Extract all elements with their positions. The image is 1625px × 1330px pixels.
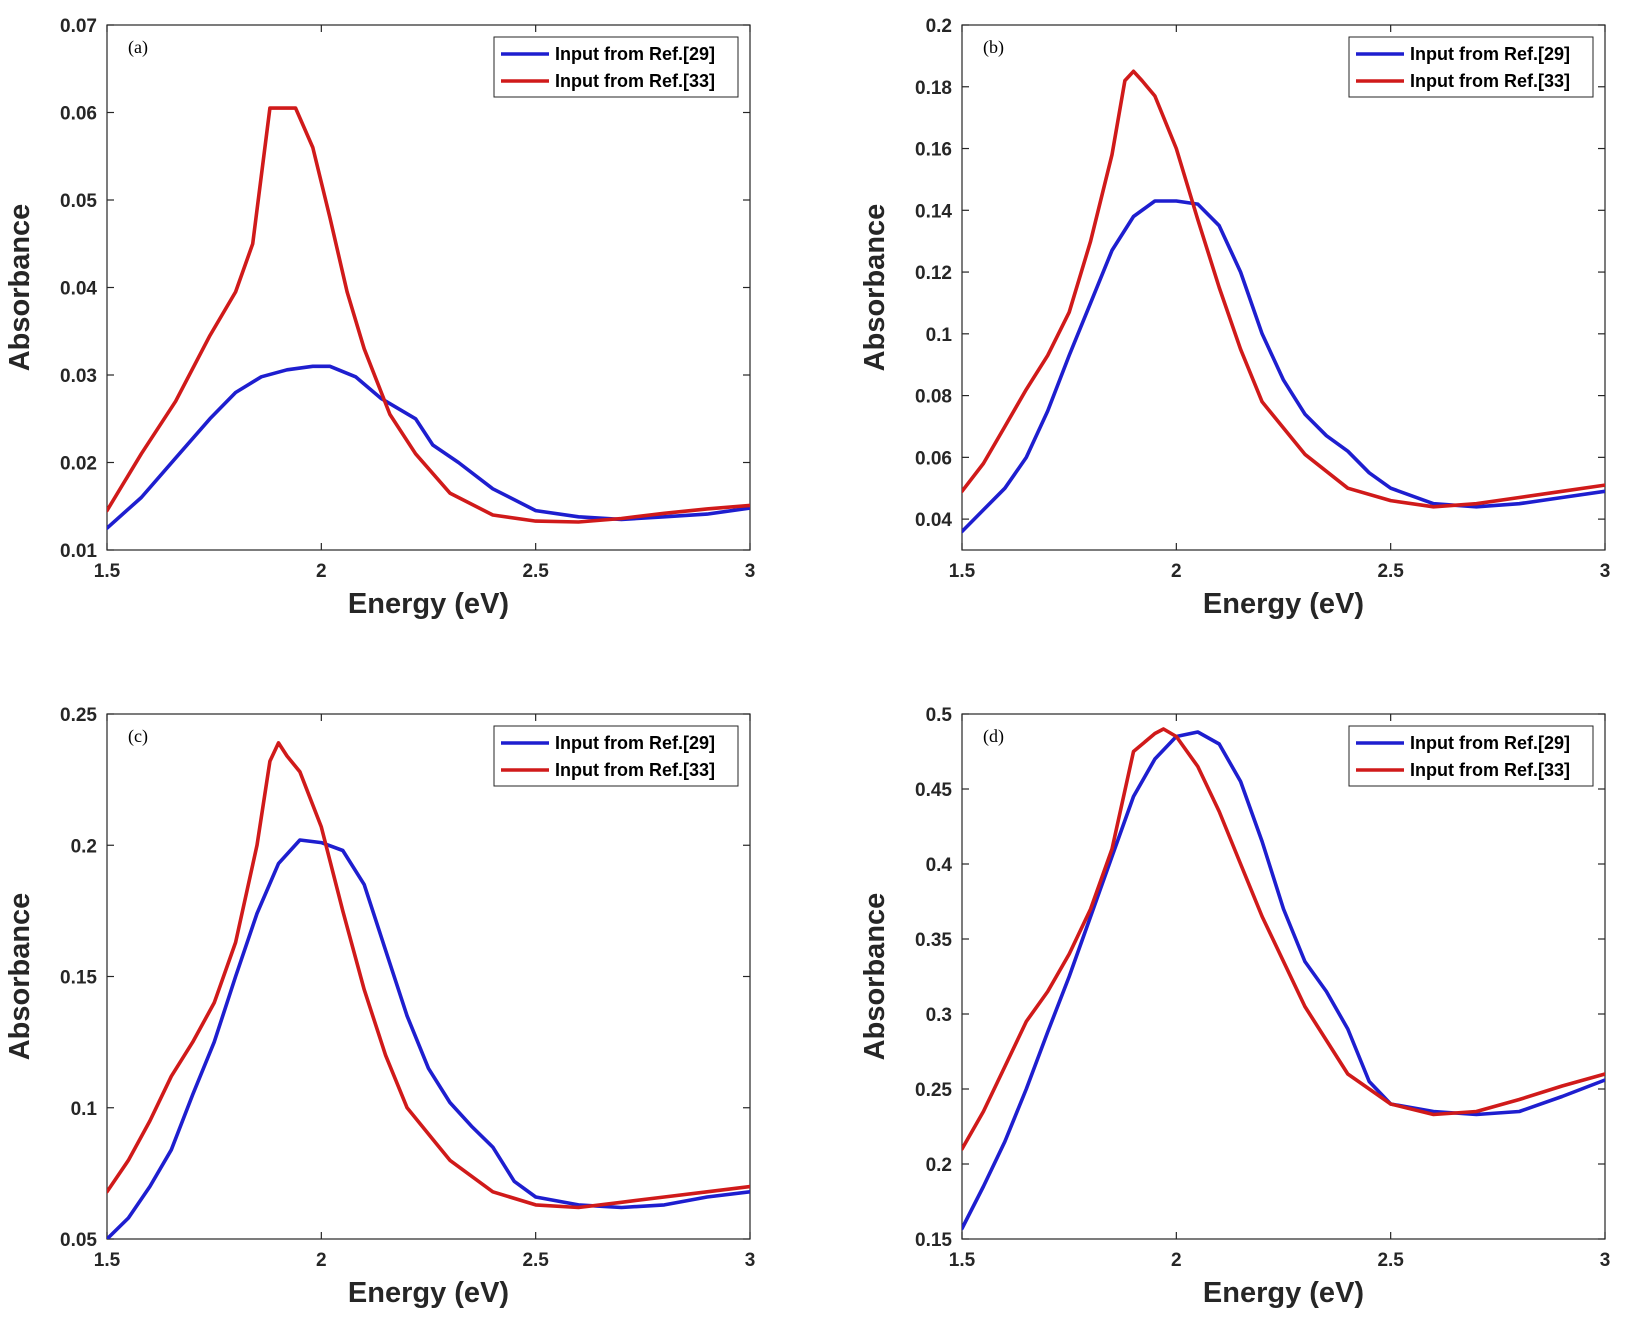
- y-tick-label: 0.1: [926, 325, 953, 346]
- x-tick-label: 1.5: [94, 1250, 121, 1271]
- legend-box: [493, 36, 739, 98]
- series-line-ref29: [962, 730, 1605, 1231]
- legend-entry-label: Input from Ref.[33]: [1410, 71, 1570, 91]
- y-tick-label: 0.35: [915, 930, 952, 951]
- legend-box: [1348, 36, 1594, 98]
- y-tick-label: 0.12: [915, 263, 952, 284]
- panel-label: (b): [983, 37, 1004, 58]
- legend-entry-label: Input from Ref.[29]: [1410, 733, 1570, 753]
- legend-entry-label: Input from Ref.[29]: [555, 733, 715, 753]
- x-tick-label: 1.5: [949, 561, 976, 582]
- x-tick-label: 3: [745, 1250, 756, 1271]
- x-tick-label: 2: [1171, 561, 1182, 582]
- y-tick-label: 0.04: [60, 279, 97, 300]
- x-tick-label: 3: [1600, 1250, 1611, 1271]
- x-tick-label: 2.5: [1377, 1250, 1404, 1271]
- y-tick-label: 0.07: [60, 16, 97, 37]
- x-tick-label: 2: [316, 1250, 327, 1271]
- y-tick-label: 0.45: [915, 780, 952, 801]
- y-tick-label: 0.06: [60, 104, 97, 125]
- chart-panel-4: 1.5 2 2.5 3 0.15 0.2 0.25 0.3 0.35 0.4 0.45 0.5 Ener…: [859, 705, 1610, 1309]
- plot-area: [106, 24, 751, 551]
- series-line-ref29: [962, 199, 1605, 534]
- y-tick-label: 0.25: [60, 705, 97, 726]
- y-tick-label: 0.2: [71, 836, 97, 857]
- x-tick-label: 2: [1171, 1250, 1182, 1271]
- x-tick-label: 2.5: [522, 1250, 549, 1271]
- series-line-ref33: [107, 106, 750, 524]
- chart-panel-2: 1.5 2 2.5 3 0.04 0.06 0.08 0.1 0.12 0.14 0.16 0.18 0…: [859, 16, 1610, 620]
- x-axis-title: Energy (eV): [1203, 588, 1364, 620]
- y-tick-label: 0.06: [915, 448, 952, 469]
- y-tick-label: 0.01: [60, 541, 97, 562]
- legend-entry-label: Input from Ref.[29]: [1410, 44, 1570, 64]
- legend-entry-label: Input from Ref.[33]: [1410, 760, 1570, 780]
- y-tick-label: 0.2: [926, 16, 952, 37]
- y-tick-label: 0.18: [915, 78, 952, 99]
- panel-label: (d): [983, 726, 1004, 747]
- chart-panel-1: 1.5 2 2.5 3 0.01 0.02 0.03 0.04 0.05 0.06 0.07 Ener…: [4, 16, 755, 620]
- panel-label: (c): [128, 726, 148, 747]
- y-tick-label: 0.3: [926, 1005, 952, 1026]
- x-tick-label: 3: [1600, 561, 1611, 582]
- y-tick-label: 0.25: [915, 1080, 952, 1101]
- chart-panel-3: 1.5 2 2.5 3 0.05 0.1 0.15 0.2 0.25 Energy (eV) Abs…: [4, 705, 755, 1309]
- legend-entry-label: Input from Ref.[33]: [555, 71, 715, 91]
- series-line-ref33: [962, 727, 1605, 1151]
- plot-area: [106, 713, 751, 1240]
- x-axis-title: Energy (eV): [348, 1277, 509, 1309]
- legend-entry-label: Input from Ref.[33]: [555, 760, 715, 780]
- y-tick-label: 0.04: [915, 510, 952, 531]
- x-axis-title: Energy (eV): [348, 588, 509, 620]
- y-axis-title: Absorbance: [4, 893, 36, 1061]
- x-tick-label: 1.5: [949, 1250, 976, 1271]
- x-tick-label: 3: [745, 561, 756, 582]
- legend: Input from Ref.[29] Input from Ref.[33]: [1348, 36, 1594, 98]
- legend-box: [493, 725, 739, 787]
- y-tick-label: 0.02: [60, 454, 97, 475]
- y-axis-title: Absorbance: [4, 204, 36, 372]
- plot-area: [961, 713, 1606, 1240]
- plot-area: [961, 24, 1606, 551]
- x-tick-label: 2: [316, 561, 327, 582]
- y-tick-label: 0.08: [915, 387, 952, 408]
- y-axis-title: Absorbance: [859, 893, 891, 1061]
- y-tick-label: 0.16: [915, 140, 952, 161]
- y-tick-label: 0.05: [60, 191, 97, 212]
- y-tick-label: 0.14: [915, 201, 952, 222]
- panel-label: (a): [128, 37, 148, 58]
- y-axis-title: Absorbance: [859, 204, 891, 372]
- y-tick-label: 0.05: [60, 1230, 97, 1251]
- x-tick-label: 2.5: [522, 561, 549, 582]
- legend: Input from Ref.[29] Input from Ref.[33]: [493, 725, 739, 787]
- series-line-ref29: [107, 838, 750, 1239]
- y-tick-label: 0.15: [60, 968, 97, 989]
- legend-entry-label: Input from Ref.[29]: [555, 44, 715, 64]
- y-tick-label: 0.15: [915, 1230, 952, 1251]
- y-tick-label: 0.2: [926, 1155, 952, 1176]
- legend: Input from Ref.[29] Input from Ref.[33]: [493, 36, 739, 98]
- y-tick-label: 0.1: [71, 1099, 98, 1120]
- y-tick-label: 0.5: [926, 705, 953, 726]
- series-line-ref33: [107, 741, 750, 1210]
- y-tick-label: 0.4: [926, 855, 953, 876]
- x-tick-label: 1.5: [94, 561, 121, 582]
- y-tick-label: 0.03: [60, 366, 97, 387]
- series-line-ref33: [962, 69, 1605, 509]
- legend-box: [1348, 725, 1594, 787]
- x-tick-label: 2.5: [1377, 561, 1404, 582]
- x-axis-title: Energy (eV): [1203, 1277, 1364, 1309]
- legend: Input from Ref.[29] Input from Ref.[33]: [1348, 725, 1594, 787]
